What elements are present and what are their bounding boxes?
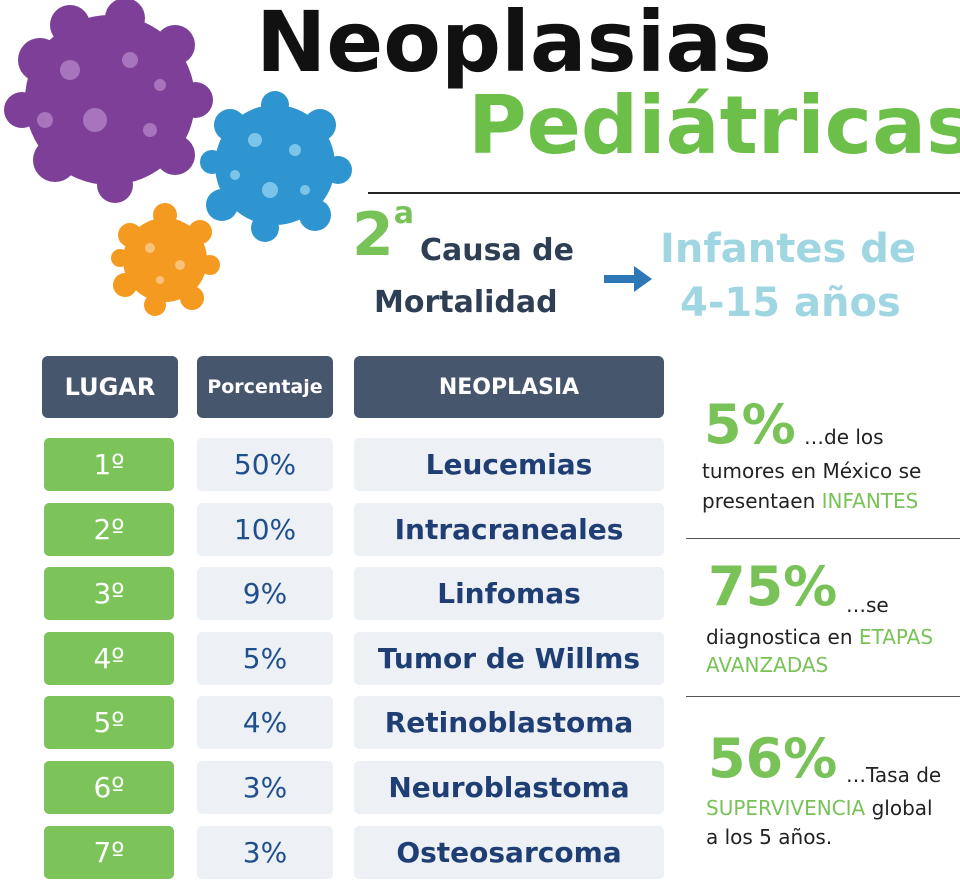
title-line1: Neoplasias: [256, 0, 773, 91]
row-neoplasia: Intracraneales: [354, 503, 664, 556]
row-rank: 2º: [44, 503, 174, 556]
arrow-right-icon: [604, 266, 652, 292]
row-neoplasia: Retinoblastoma: [354, 696, 664, 749]
header-neoplasia: NEOPLASIA: [354, 356, 664, 418]
orange-cell-icon: [111, 203, 220, 316]
stat-text-75-line2: diagnostica en ETAPAS: [706, 625, 934, 649]
stat-divider: [686, 696, 960, 697]
stat-value-56: 56%: [708, 727, 838, 790]
stat-value-5: 5%: [704, 393, 796, 456]
row-neoplasia: Osteosarcoma: [354, 826, 664, 879]
row-percentage: 4%: [197, 696, 333, 749]
row-percentage: 3%: [197, 761, 333, 814]
cause-line1: Causa de: [420, 233, 574, 268]
stat-divider: [686, 538, 960, 539]
row-neoplasia: Leucemias: [354, 438, 664, 491]
row-percentage: 5%: [197, 632, 333, 685]
row-rank: 1º: [44, 438, 174, 491]
row-rank: 6º: [44, 761, 174, 814]
stat-value-75: 75%: [708, 555, 838, 618]
ordinal-rank: 2a: [352, 196, 414, 270]
stat-text-75-line3: AVANZADAS: [706, 653, 829, 677]
stat-text-56-line3: a los 5 años.: [706, 825, 833, 849]
row-neoplasia: Tumor de Willms: [354, 632, 664, 685]
header-porcentaje: Porcentaje: [197, 356, 333, 418]
row-rank: 4º: [44, 632, 174, 685]
cell-illustrations: [4, 0, 352, 316]
row-rank: 7º: [44, 826, 174, 879]
target-line1: Infantes de: [660, 226, 916, 272]
row-neoplasia: Linfomas: [354, 567, 664, 620]
title-divider: [368, 192, 960, 194]
target-line2: 4-15 años: [680, 280, 901, 326]
stat-text-56-line2: SUPERVIVENCIA global: [706, 796, 933, 820]
title-line2: Pediátricas: [468, 79, 960, 172]
row-rank: 3º: [44, 567, 174, 620]
cause-line2: Mortalidad: [374, 285, 558, 320]
row-percentage: 3%: [197, 826, 333, 879]
stat-text-56-line1: …Tasa de: [846, 763, 942, 787]
purple-cell-icon: [4, 0, 213, 203]
blue-cell-icon: [200, 91, 352, 242]
row-percentage: 50%: [197, 438, 333, 491]
stat-text-5-line2: tumores en México se: [702, 459, 922, 483]
row-percentage: 10%: [197, 503, 333, 556]
stat-text-5-line3: presentaen INFANTES: [702, 489, 919, 513]
row-rank: 5º: [44, 696, 174, 749]
stat-text-5-line1: …de los: [804, 425, 884, 449]
header-lugar: LUGAR: [42, 356, 178, 418]
stat-text-75-line1: …se: [846, 593, 889, 617]
row-neoplasia: Neuroblastoma: [354, 761, 664, 814]
row-percentage: 9%: [197, 567, 333, 620]
